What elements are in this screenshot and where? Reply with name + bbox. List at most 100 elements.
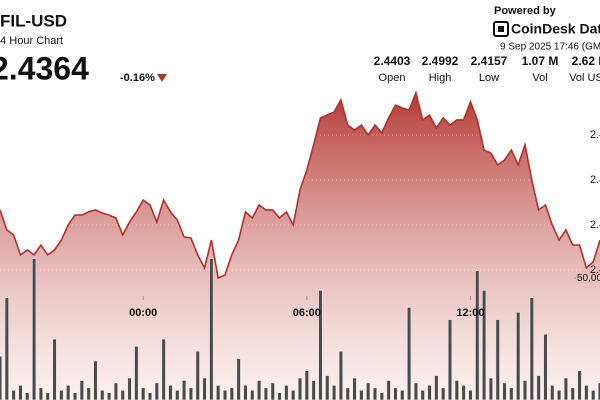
- volume-bar: [372, 387, 378, 400]
- volume-bar: [79, 380, 84, 400]
- y-tick-label: 2.48: [590, 129, 600, 141]
- volume-bar: [522, 380, 528, 400]
- volume-bar: [168, 385, 173, 400]
- volume-bar: [72, 392, 78, 400]
- volume-bar: [488, 377, 494, 400]
- volume-bar: [386, 380, 391, 400]
- volume-bar: [106, 392, 112, 400]
- stat-label: Vol: [532, 72, 547, 84]
- volume-bar: [134, 346, 139, 400]
- volume-bar: [93, 360, 98, 400]
- volume-bar: [175, 389, 180, 400]
- volume-bar: [297, 377, 303, 400]
- y-tick-label: 2.42: [590, 264, 600, 276]
- volume-bar: [597, 382, 600, 400]
- source-name: CoinDesk Data: [511, 21, 600, 37]
- volume-bar: [427, 385, 432, 400]
- x-tick-label: 00:00: [129, 307, 157, 319]
- source-logo-inner: [498, 26, 504, 32]
- volume-bar: [441, 387, 446, 400]
- volume-bar: [222, 389, 228, 400]
- volume-bar: [31, 258, 37, 400]
- volume-bar: [331, 385, 337, 400]
- y2-tick-label: 50,000: [577, 273, 600, 284]
- volume-bar: [577, 370, 582, 400]
- volume-bar: [311, 380, 316, 400]
- stat-label: Vol USD: [569, 72, 600, 84]
- timestamp: 9 Sep 2025 17:46 (GMT): [500, 42, 600, 53]
- volume-bar: [18, 385, 23, 400]
- chart-title: FIL-USD: [0, 11, 67, 30]
- volume-bar: [434, 375, 439, 400]
- volume-bar: [495, 319, 500, 400]
- volume-bar: [113, 382, 119, 400]
- volume-bar: [570, 387, 575, 400]
- volume-bar: [52, 338, 57, 400]
- volume-bar: [141, 387, 146, 400]
- volume-bar: [352, 377, 357, 400]
- volume-bar: [100, 389, 105, 400]
- volume-bar: [154, 382, 159, 400]
- volume-bar: [236, 358, 241, 400]
- volume-bar: [379, 392, 384, 400]
- volume-bar: [550, 385, 555, 400]
- volume-bar: [475, 270, 480, 400]
- volume-bar: [25, 392, 30, 400]
- plot-area: 2.42 2.44 2.46 2.48 50,000 00:00 06:00 12:00: [0, 90, 600, 400]
- volume-bar: [284, 385, 289, 400]
- stat-value: 1.07 M: [522, 54, 559, 68]
- volume-bar: [59, 389, 64, 400]
- stat-label: Open: [379, 72, 406, 84]
- stat-label: Low: [479, 72, 499, 84]
- volume-bar: [420, 389, 425, 400]
- volume-bar: [45, 392, 50, 400]
- stat-value: 2.62 M: [572, 54, 600, 68]
- price-area: [0, 92, 600, 400]
- volume-bar: [161, 338, 166, 400]
- volume-bar: [127, 377, 132, 400]
- volume-bar: [413, 382, 419, 400]
- volume-bar: [209, 258, 214, 400]
- price-change: -0.16%: [120, 72, 155, 84]
- price-line: [0, 90, 600, 280]
- volume-bar: [543, 333, 548, 400]
- stat-value: 2.4403: [374, 54, 411, 68]
- powered-by: Powered by: [494, 5, 557, 17]
- volume-bar: [277, 392, 282, 400]
- volume-bar: [529, 297, 534, 400]
- volume-bar: [86, 387, 91, 400]
- volume-bar: [11, 389, 16, 400]
- volume-bar: [359, 389, 364, 400]
- volume-bar: [536, 375, 541, 400]
- volume-bar: [461, 385, 466, 400]
- volume-bar: [468, 389, 473, 400]
- volume-bar: [556, 389, 562, 400]
- chart-subtitle: 24 Hour Chart: [0, 35, 63, 47]
- last-price: 2.4364: [0, 50, 89, 86]
- volume-bar: [563, 377, 569, 400]
- volume-bar: [584, 385, 589, 400]
- stats: 2.4403 Open 2.4992 High 2.4157 Low 1.07 M Vol 2.…: [374, 54, 600, 84]
- volume-bar: [147, 392, 153, 400]
- volume-bar: [509, 387, 514, 400]
- volume-bar: [393, 387, 398, 400]
- volume-bar: [38, 387, 44, 400]
- volume-bar: [181, 380, 187, 400]
- volume-bar: [502, 382, 507, 400]
- y-tick-label: 2.46: [590, 174, 600, 186]
- source-logo: [493, 21, 509, 37]
- volume-bar: [318, 290, 323, 400]
- volume-bar: [188, 387, 194, 400]
- stat-value: 2.4992: [422, 54, 459, 68]
- volume-bar: [195, 350, 200, 400]
- volume-bar: [202, 377, 207, 400]
- x-tick-label: 12:00: [456, 307, 484, 319]
- volume-bar: [345, 387, 350, 400]
- stat-value: 2.4157: [471, 54, 508, 68]
- volume-bar: [229, 387, 234, 400]
- volume-bar: [447, 319, 453, 400]
- volume-bar: [120, 389, 125, 400]
- volume-bar: [304, 370, 309, 400]
